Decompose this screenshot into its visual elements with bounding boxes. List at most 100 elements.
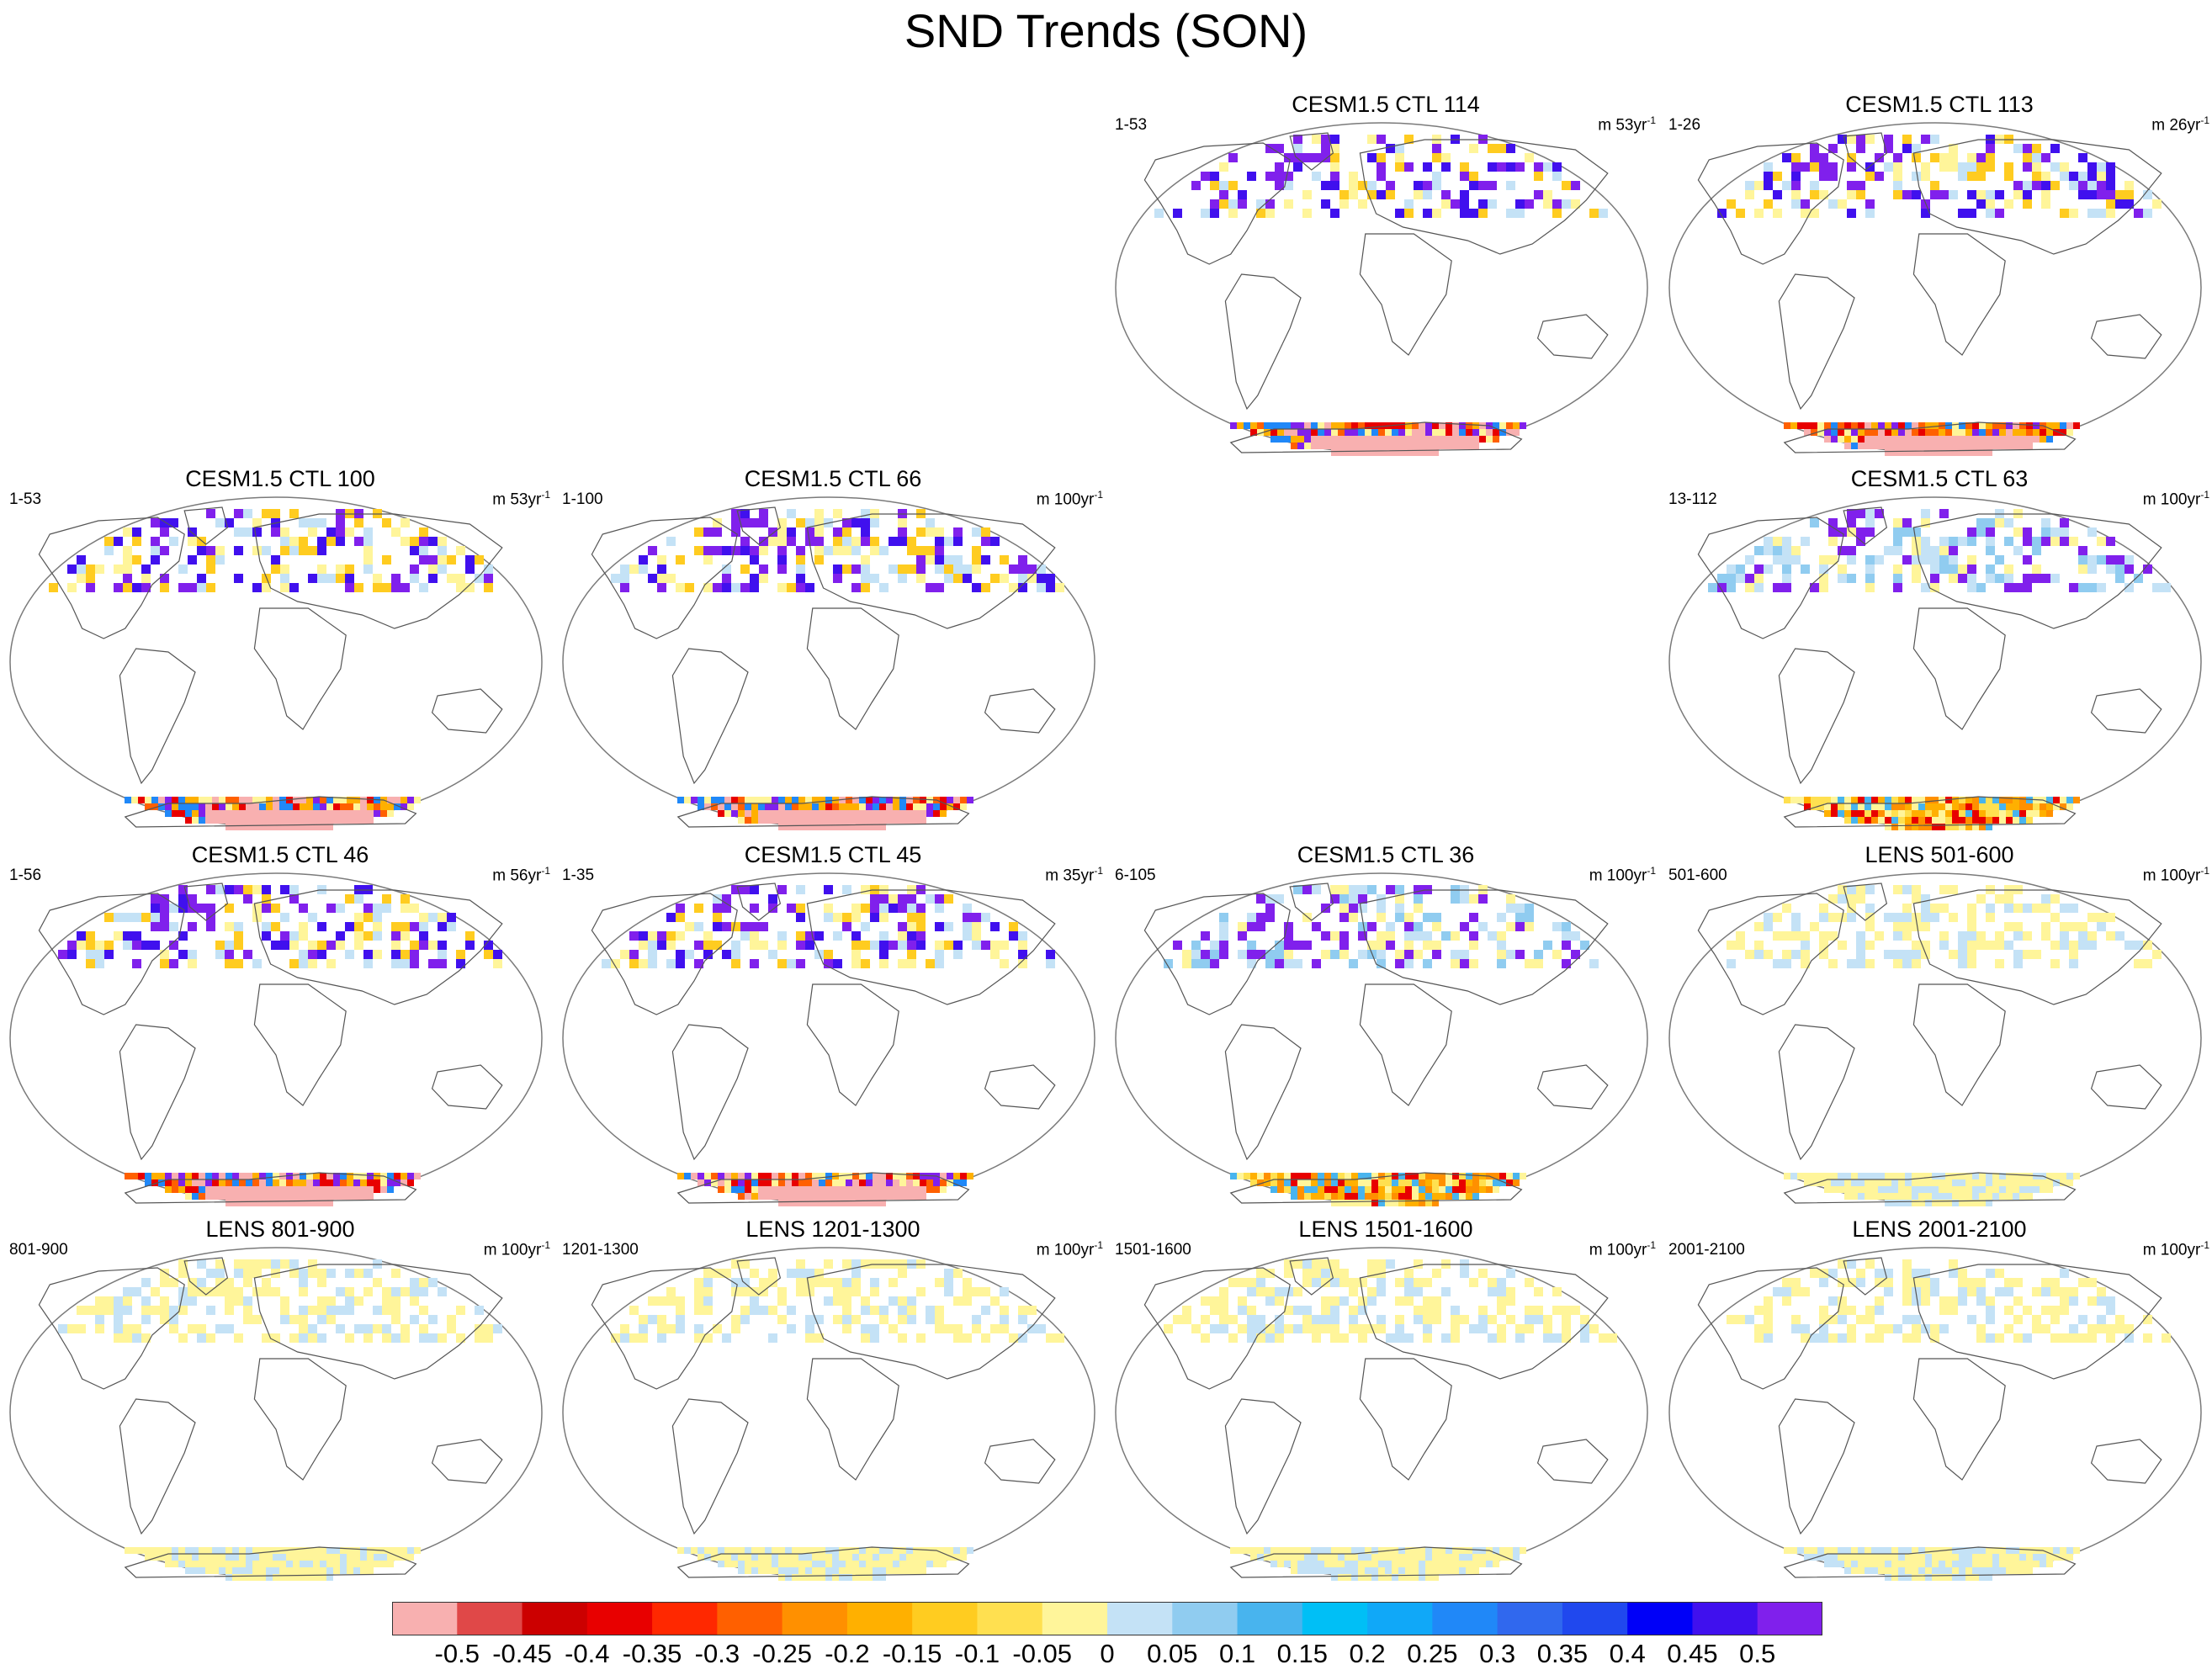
south-america-outline <box>1778 273 1855 411</box>
colorbar-tick-label: 0.45 <box>1667 1639 1718 1668</box>
panel-units-label: m 56yr-1 <box>492 861 550 885</box>
australia-outline <box>984 688 1056 734</box>
trend-cells <box>1708 509 2171 830</box>
south-america-outline <box>119 648 196 785</box>
australia-outline <box>1536 314 1609 359</box>
south-america-outline <box>1778 648 1855 785</box>
panel-period-label: 1-26 <box>1668 116 1701 134</box>
australia-outline <box>984 1064 1056 1110</box>
figure-title: SND Trends (SON) <box>904 4 1308 57</box>
africa-outline <box>1912 1358 2006 1481</box>
trend-cells <box>1164 885 1599 1206</box>
north-america-outline <box>1697 1267 1844 1390</box>
panel-units-text: m 100yr <box>2142 490 2201 509</box>
africa-outline <box>806 983 899 1106</box>
panel-title: LENS 1201-1300 <box>745 1216 920 1242</box>
panel-units-text: m 56yr <box>492 867 542 885</box>
north-america-outline <box>1143 142 1291 265</box>
panel-period-label: 1-100 <box>562 490 603 508</box>
map-panel: CESM1.5 CTL 36 6-105 m 100yr-1 <box>1112 841 1659 1211</box>
colorbar-tick-label: -0.45 <box>492 1639 552 1668</box>
antarctica-outline <box>676 1546 970 1578</box>
panel-units-text: m 26yr <box>2151 116 2201 135</box>
map-panel: CESM1.5 CTL 63 13-112 m 100yr-1 <box>1666 465 2212 835</box>
map-panel: LENS 2001-2100 2001-2100 m 100yr-1 <box>1666 1216 2212 1586</box>
panel-period-label: 1-53 <box>9 490 42 508</box>
colorbar-tick-label: -0.2 <box>825 1639 870 1668</box>
greenland-outline <box>1843 1257 1888 1296</box>
world-map <box>1668 122 2202 456</box>
north-america-outline <box>591 1267 738 1390</box>
world-map <box>1668 872 2202 1206</box>
panel-units-exponent: -1 <box>541 865 550 877</box>
panel-units-exponent: -1 <box>541 489 550 501</box>
trend-cells <box>58 885 502 1206</box>
south-america-outline <box>671 1024 749 1161</box>
colorbar-swatch <box>1432 1602 1499 1635</box>
colorbar-swatch <box>586 1602 653 1635</box>
south-america-outline <box>671 648 749 785</box>
australia-outline <box>1536 1439 1609 1484</box>
antarctica-outline <box>1229 1546 1523 1578</box>
north-america-outline <box>591 517 738 639</box>
world-map <box>562 1247 1095 1581</box>
antarctica-outline <box>124 1546 417 1578</box>
eurasia-outline <box>253 513 503 629</box>
panel-units-exponent: -1 <box>1647 865 1656 877</box>
panel-units-label: m 53yr-1 <box>492 485 550 509</box>
world-map <box>1668 1247 2202 1581</box>
map-panel: CESM1.5 CTL 113 1-26 m 26yr-1 <box>1666 91 2212 461</box>
panel-units-text: m 100yr <box>1589 1241 1647 1259</box>
panel-units-label: m 100yr-1 <box>1037 485 1103 509</box>
colorbar-tick-label: -0.35 <box>622 1639 682 1668</box>
map-panel: CESM1.5 CTL 46 1-56 m 56yr-1 <box>7 841 554 1211</box>
panel-period-label: 1501-1600 <box>1115 1241 1191 1259</box>
colorbar-tick-label: -0.1 <box>954 1639 1000 1668</box>
africa-outline <box>1912 607 2006 730</box>
colorbar-swatch <box>1757 1602 1822 1635</box>
greenland-outline <box>1843 883 1888 921</box>
map-panel: LENS 1201-1300 1201-1300 m 100yr-1 <box>560 1216 1106 1586</box>
greenland-outline <box>1289 883 1334 921</box>
south-america-outline <box>1224 1024 1302 1161</box>
panel-units-text: m 100yr <box>1036 490 1095 509</box>
colorbar-swatch <box>1497 1602 1563 1635</box>
trend-cells <box>611 509 1064 830</box>
colorbar-tick-label: 0.2 <box>1349 1639 1386 1668</box>
panel-units-label: m 100yr-1 <box>2143 1236 2209 1259</box>
panel-units-label: m 100yr-1 <box>1589 1236 1656 1259</box>
panel-units-label: m 35yr-1 <box>1045 861 1103 885</box>
world-map <box>9 872 543 1206</box>
colorbar-tick-label: -0.15 <box>882 1639 942 1668</box>
eurasia-outline <box>1359 139 1609 255</box>
panel-units-exponent: -1 <box>2200 865 2209 877</box>
colorbar-tick-label: 0.15 <box>1276 1639 1328 1668</box>
colorbar-tick-label: -0.5 <box>434 1639 480 1668</box>
trend-cells <box>1717 135 2162 456</box>
greenland-outline <box>736 506 782 545</box>
australia-outline <box>2090 314 2162 359</box>
colorbar-tick-label: 0.5 <box>1739 1639 1776 1668</box>
australia-outline <box>1536 1064 1609 1110</box>
world-map <box>1115 872 1648 1206</box>
map-panel: LENS 801-900 801-900 m 100yr-1 <box>7 1216 554 1586</box>
map-panel: CESM1.5 CTL 66 1-100 m 100yr-1 <box>560 465 1106 835</box>
panel-units-label: m 100yr-1 <box>1589 861 1656 885</box>
greenland-outline <box>183 1257 229 1296</box>
north-america-outline <box>38 517 185 639</box>
panel-title: LENS 801-900 <box>205 1216 355 1242</box>
africa-outline <box>806 607 899 730</box>
panel-units-label: m 53yr-1 <box>1598 111 1656 135</box>
colorbar-swatch <box>1627 1602 1693 1635</box>
panel-units-exponent: -1 <box>2200 114 2209 126</box>
antarctica-outline <box>1783 796 2077 828</box>
world-map <box>562 496 1095 830</box>
south-america-outline <box>1224 1398 1302 1535</box>
panel-title: CESM1.5 CTL 63 <box>1850 466 2029 491</box>
greenland-outline <box>736 1257 782 1296</box>
south-america-outline <box>1778 1024 1855 1161</box>
eurasia-outline <box>253 889 503 1005</box>
panel-period-label: 13-112 <box>1668 490 1717 508</box>
antarctica-outline <box>676 796 970 828</box>
antarctica-outline <box>1783 421 2077 453</box>
